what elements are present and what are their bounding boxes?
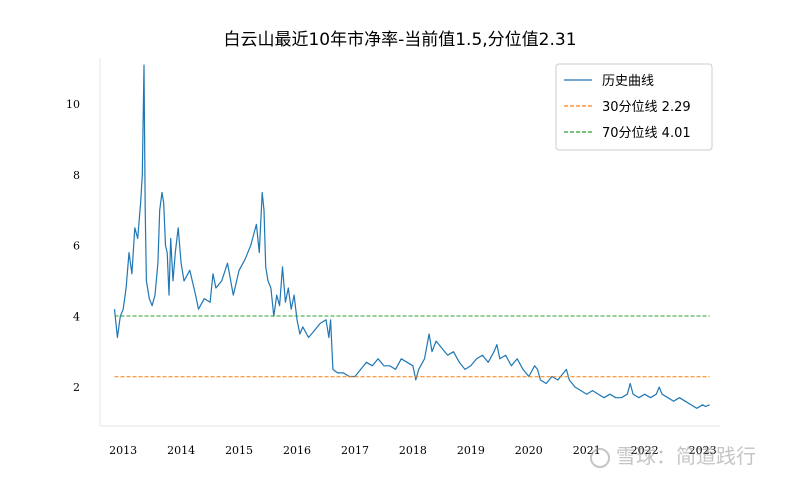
legend-label: 历史曲线	[602, 74, 654, 89]
y-tick-label: 4	[73, 310, 80, 323]
legend-label: 70分位线 4.01	[602, 126, 691, 141]
legend-box	[555, 63, 713, 151]
legend-label: 30分位线 2.29	[602, 100, 691, 115]
x-tick-label: 2022	[631, 444, 659, 457]
watermark: 雪球：简道践行	[590, 440, 756, 469]
x-tick-label: 2018	[399, 444, 427, 457]
x-tick-label: 2020	[515, 444, 543, 457]
watermark-text: 雪球：简道践行	[616, 444, 756, 468]
x-tick-label: 2014	[167, 444, 195, 457]
y-tick-label: 8	[73, 169, 80, 182]
x-tick-label: 2023	[689, 444, 717, 457]
x-tick-label: 2019	[457, 444, 485, 457]
x-tick-label: 2015	[225, 444, 253, 457]
y-tick-label: 2	[73, 381, 80, 394]
x-tick-label: 2017	[341, 444, 369, 457]
legend: 历史曲线 30分位线 2.29 70分位线 4.01	[555, 63, 713, 151]
chart-title: 白云山最近10年市净率-当前值1.5,分位值2.31	[223, 30, 576, 50]
x-tick-label: 2013	[109, 444, 137, 457]
x-tick-label: 2016	[283, 444, 311, 457]
snowball-logo-icon	[590, 447, 610, 468]
y-tick-label: 10	[66, 98, 80, 111]
axes: 2 4 6 8 10 2013 2014 2015 2016 2017 2018 2019 2020 20…	[66, 58, 720, 457]
plot-area	[113, 64, 710, 409]
y-tick-label: 6	[73, 240, 80, 253]
